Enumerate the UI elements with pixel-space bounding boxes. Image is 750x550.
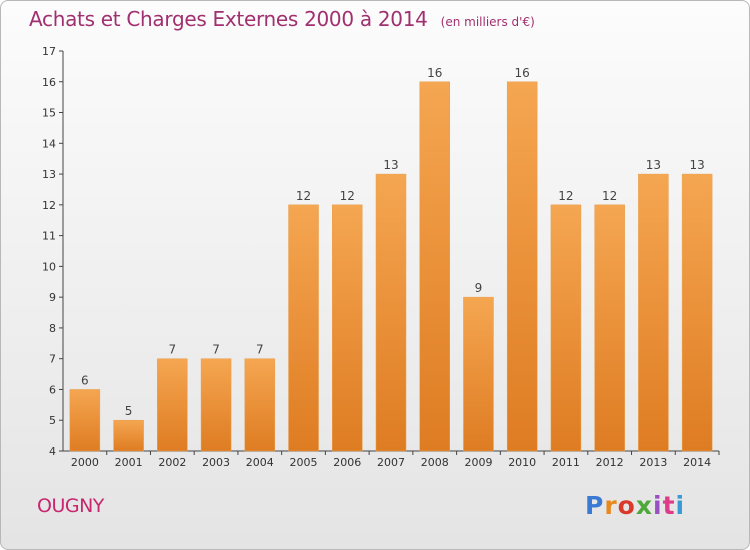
- logo-letter: r: [604, 491, 618, 520]
- x-tick-label-2013: 2013: [639, 456, 667, 469]
- x-tick-label-2004: 2004: [246, 456, 274, 469]
- bar-2013: [638, 173, 669, 452]
- bar-2011: [550, 204, 582, 452]
- x-tick-label-2007: 2007: [377, 456, 405, 469]
- y-tick-label: 10: [42, 260, 56, 273]
- y-tick-label: 15: [42, 107, 56, 120]
- y-tick-label: 6: [49, 383, 56, 396]
- proxiti-logo: Proxiti: [585, 491, 685, 520]
- y-tick-label: 4: [49, 445, 56, 458]
- bar-2009: [463, 296, 494, 452]
- chart-title-main: Achats et Charges Externes 2000 à 2014: [29, 7, 428, 31]
- bar-2005: [288, 204, 319, 452]
- chart-unit: (en milliers d'€): [440, 15, 535, 29]
- bar-2000: [69, 389, 101, 452]
- x-tick-label-2008: 2008: [421, 456, 449, 469]
- y-tick-label: 8: [49, 322, 56, 335]
- bar-2002: [157, 358, 188, 452]
- x-tick-label-2014: 2014: [683, 456, 711, 469]
- data-label-2014: 13: [689, 158, 704, 172]
- data-label-2003: 7: [212, 343, 220, 357]
- bar-2004: [244, 358, 276, 452]
- data-label-2009: 9: [475, 281, 483, 295]
- bar-2008: [419, 81, 450, 452]
- y-tick-label: 13: [42, 168, 56, 181]
- data-label-2001: 5: [125, 404, 133, 418]
- x-tick-label-2000: 2000: [71, 456, 99, 469]
- data-label-2002: 7: [169, 343, 177, 357]
- bar-2010: [506, 81, 538, 452]
- x-tick-label-2002: 2002: [158, 456, 186, 469]
- logo-letter: o: [617, 491, 636, 520]
- x-tick-label-2001: 2001: [115, 456, 143, 469]
- x-tick-label-2003: 2003: [202, 456, 230, 469]
- bar-2014: [681, 173, 713, 452]
- data-label-2005: 12: [296, 189, 311, 203]
- bar-2001: [113, 419, 144, 452]
- logo-letter: i: [653, 491, 663, 520]
- data-label-2000: 6: [81, 373, 89, 387]
- x-tick-label-2006: 2006: [333, 456, 361, 469]
- x-tick-label-2009: 2009: [464, 456, 492, 469]
- y-tick-label: 5: [49, 414, 56, 427]
- bar-2003: [200, 358, 232, 452]
- data-label-2006: 12: [340, 189, 355, 203]
- logo-letter: P: [585, 491, 605, 520]
- x-tick-label-2011: 2011: [552, 456, 580, 469]
- data-label-2010: 16: [515, 66, 530, 80]
- y-tick-label: 12: [42, 199, 56, 212]
- logo-letter: x: [635, 491, 653, 520]
- x-tick-label-2005: 2005: [290, 456, 318, 469]
- data-label-2007: 13: [383, 158, 398, 172]
- commune-name: OUGNY: [37, 495, 104, 517]
- bar-2007: [375, 173, 407, 452]
- bar-2006: [332, 204, 363, 452]
- y-tick-label: 11: [42, 230, 56, 243]
- x-tick-label-2012: 2012: [596, 456, 624, 469]
- data-label-2008: 16: [427, 66, 442, 80]
- y-tick-label: 17: [42, 45, 56, 58]
- data-label-2013: 13: [646, 158, 661, 172]
- bar-2012: [594, 204, 625, 452]
- x-tick-label-2010: 2010: [508, 456, 536, 469]
- y-tick-label: 9: [49, 291, 56, 304]
- data-label-2011: 12: [558, 189, 573, 203]
- data-label-2012: 12: [602, 189, 617, 203]
- logo-letter: i: [675, 491, 686, 520]
- y-tick-label: 14: [42, 137, 56, 150]
- y-tick-label: 7: [49, 353, 56, 366]
- logo-letter: t: [662, 491, 676, 520]
- y-tick-label: 16: [42, 76, 56, 89]
- chart-title: Achats et Charges Externes 2000 à 2014 (…: [29, 7, 535, 31]
- data-label-2004: 7: [256, 343, 264, 357]
